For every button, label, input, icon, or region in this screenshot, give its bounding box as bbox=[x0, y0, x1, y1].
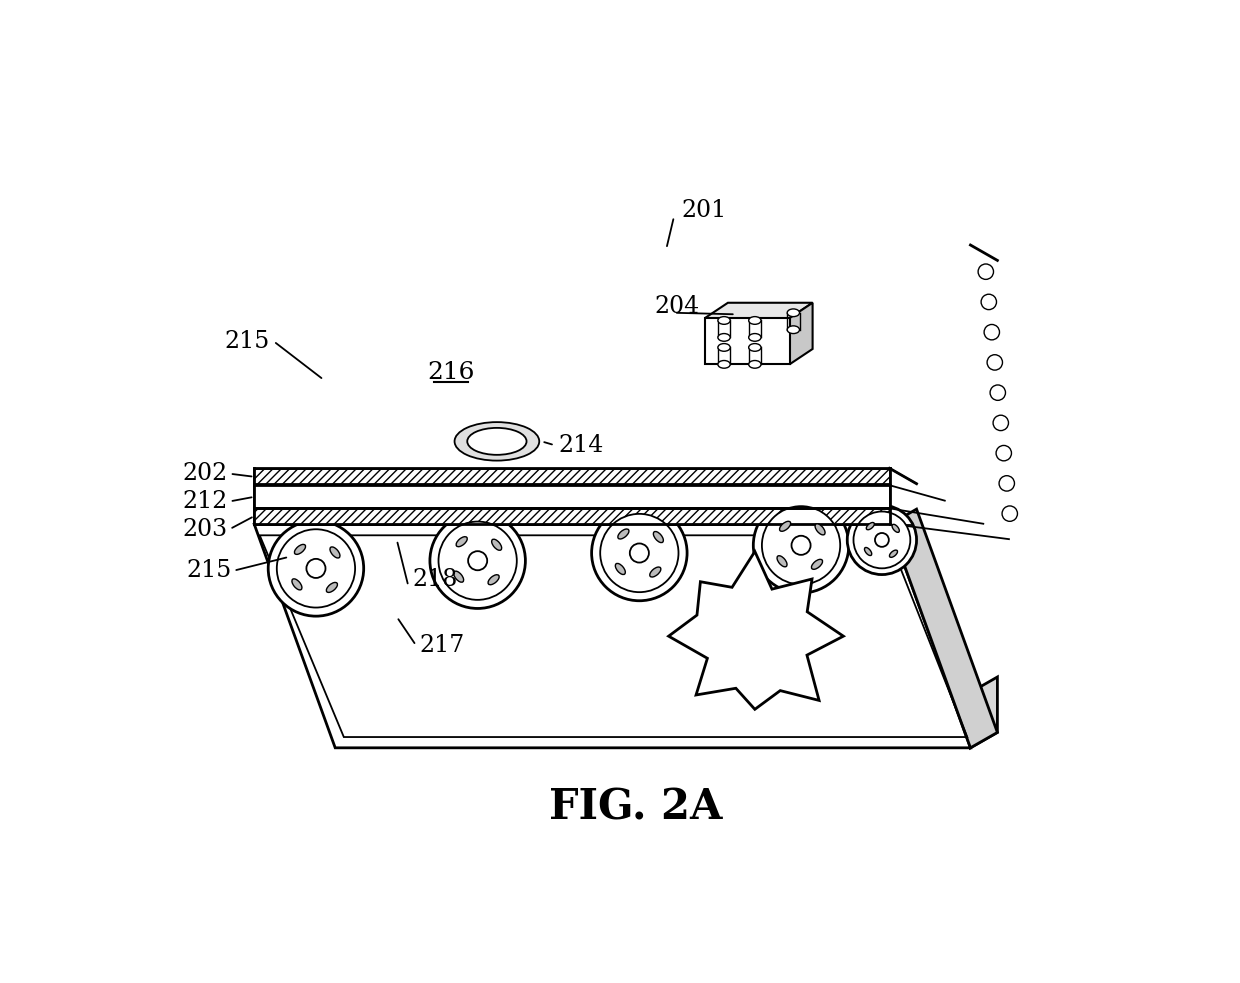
Circle shape bbox=[439, 522, 517, 600]
Circle shape bbox=[268, 521, 363, 616]
Text: 203: 203 bbox=[182, 518, 227, 541]
Polygon shape bbox=[254, 469, 889, 485]
Ellipse shape bbox=[718, 344, 730, 351]
Ellipse shape bbox=[889, 550, 898, 557]
Circle shape bbox=[985, 324, 999, 340]
Ellipse shape bbox=[650, 567, 661, 577]
Ellipse shape bbox=[326, 582, 337, 593]
Circle shape bbox=[761, 506, 841, 585]
Circle shape bbox=[987, 355, 1002, 371]
Ellipse shape bbox=[749, 361, 761, 369]
Ellipse shape bbox=[718, 317, 730, 324]
Circle shape bbox=[591, 505, 687, 601]
Ellipse shape bbox=[291, 579, 301, 590]
Ellipse shape bbox=[492, 540, 502, 550]
Circle shape bbox=[791, 536, 811, 554]
Circle shape bbox=[600, 514, 678, 592]
Text: 216: 216 bbox=[427, 361, 475, 383]
Polygon shape bbox=[254, 525, 971, 748]
Text: 215: 215 bbox=[224, 329, 270, 353]
Ellipse shape bbox=[618, 529, 629, 539]
Ellipse shape bbox=[653, 532, 663, 543]
Polygon shape bbox=[254, 485, 889, 507]
Polygon shape bbox=[971, 677, 997, 748]
Ellipse shape bbox=[815, 524, 825, 535]
Circle shape bbox=[999, 476, 1014, 492]
Ellipse shape bbox=[615, 563, 625, 574]
Text: 214: 214 bbox=[558, 434, 604, 457]
Text: 201: 201 bbox=[682, 199, 727, 222]
Polygon shape bbox=[254, 507, 889, 525]
Circle shape bbox=[981, 294, 997, 310]
Ellipse shape bbox=[867, 523, 874, 530]
Polygon shape bbox=[668, 551, 843, 710]
Ellipse shape bbox=[749, 333, 761, 341]
Ellipse shape bbox=[294, 545, 305, 554]
Ellipse shape bbox=[749, 317, 761, 324]
Ellipse shape bbox=[330, 547, 340, 558]
Circle shape bbox=[996, 445, 1012, 461]
Text: FIG. 2A: FIG. 2A bbox=[549, 786, 722, 828]
Circle shape bbox=[306, 559, 325, 578]
Ellipse shape bbox=[811, 559, 822, 569]
Polygon shape bbox=[889, 509, 997, 748]
Circle shape bbox=[469, 551, 487, 570]
Ellipse shape bbox=[864, 548, 872, 555]
Text: 215: 215 bbox=[186, 559, 231, 582]
Ellipse shape bbox=[787, 325, 800, 333]
Ellipse shape bbox=[892, 524, 899, 533]
Circle shape bbox=[978, 264, 993, 279]
Text: 204: 204 bbox=[655, 295, 701, 318]
Ellipse shape bbox=[455, 422, 539, 461]
Text: 212: 212 bbox=[182, 490, 227, 513]
Ellipse shape bbox=[718, 361, 730, 369]
Ellipse shape bbox=[718, 333, 730, 341]
Circle shape bbox=[993, 415, 1008, 431]
Text: 218: 218 bbox=[412, 568, 458, 592]
Circle shape bbox=[277, 529, 355, 607]
Ellipse shape bbox=[749, 344, 761, 351]
Circle shape bbox=[853, 511, 910, 568]
Circle shape bbox=[847, 505, 916, 575]
Ellipse shape bbox=[467, 428, 527, 455]
Circle shape bbox=[990, 385, 1006, 400]
Ellipse shape bbox=[777, 555, 787, 567]
Circle shape bbox=[754, 497, 849, 593]
Text: 202: 202 bbox=[182, 462, 227, 486]
Ellipse shape bbox=[456, 537, 467, 547]
Circle shape bbox=[1002, 506, 1018, 521]
Polygon shape bbox=[704, 303, 812, 318]
Text: 217: 217 bbox=[420, 634, 465, 657]
Circle shape bbox=[875, 533, 889, 547]
Polygon shape bbox=[704, 318, 790, 365]
Ellipse shape bbox=[489, 575, 500, 585]
Circle shape bbox=[630, 544, 649, 562]
Ellipse shape bbox=[780, 521, 791, 531]
Polygon shape bbox=[790, 303, 812, 365]
Ellipse shape bbox=[454, 571, 464, 582]
Circle shape bbox=[430, 513, 526, 608]
Ellipse shape bbox=[787, 309, 800, 317]
